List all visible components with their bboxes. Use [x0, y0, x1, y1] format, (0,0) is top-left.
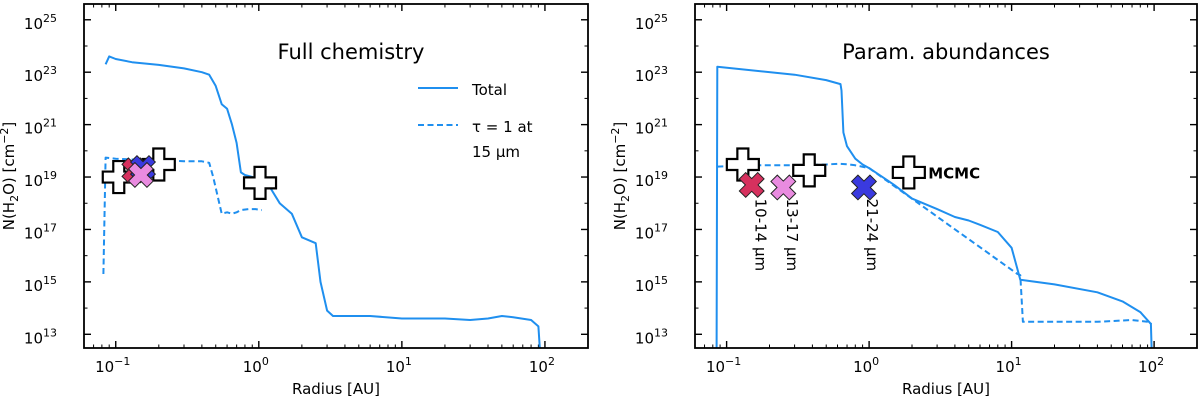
mcmc-cross-3-marker	[891, 155, 926, 190]
series-total-line	[715, 65, 1153, 348]
y-axis-label: N(H2O) [cm−2]	[0, 122, 21, 231]
y-tick-label: 1019	[635, 169, 668, 190]
x-tick-label: 101	[386, 355, 412, 376]
legend-label: 15 μm	[472, 143, 520, 161]
x-10-14-marker	[738, 171, 765, 199]
x-tick-label: 102	[529, 355, 555, 376]
y-tick-label: 1015	[24, 274, 57, 295]
mcmc-cross-2-marker	[792, 153, 827, 188]
x-21-24-marker	[850, 174, 878, 201]
x-tick-label: 10−1	[706, 355, 741, 376]
label-13-17: 13-17 μm	[783, 199, 801, 272]
y-tick-label: 1017	[635, 221, 668, 242]
x-13-17-marker	[770, 174, 797, 201]
x-axis-label: Radius [AU]	[902, 380, 990, 398]
y-axis-label: N(H2O) [cm−2]	[609, 122, 632, 231]
x-tick-label: 100	[853, 355, 879, 376]
x-tick-label: 101	[996, 355, 1022, 376]
x-tick-label: 100	[243, 355, 269, 376]
y-tick-label: 1021	[24, 117, 57, 138]
panel-title: Full chemistry	[278, 40, 425, 64]
y-tick-label: 1023	[635, 64, 668, 85]
x-tick-label: 102	[1138, 355, 1164, 376]
x-axis-label: Radius [AU]	[292, 380, 380, 398]
y-tick-label: 1021	[635, 117, 668, 138]
x-13-17-marker	[127, 161, 155, 189]
series-total-line	[104, 55, 541, 348]
legend-label: Total	[471, 81, 507, 99]
y-tick-label: 1025	[635, 12, 668, 33]
label-21-24: 21-24 μm	[863, 199, 881, 272]
x-tick-label: 10−1	[95, 355, 130, 376]
legend: Total τ = 1 at 15 μm	[418, 81, 533, 161]
mcmc-cross-3-marker	[242, 165, 278, 200]
plot-frame	[83, 3, 589, 349]
mcmc-cross-1-marker	[101, 159, 136, 195]
label-10-14: 10-14 μm	[752, 199, 770, 272]
panel-2: 10−1 100 101 102 1013 1015 1017 1019 1021 1023 102…	[609, 3, 1198, 398]
y-tick-label: 1023	[24, 64, 57, 85]
y-tick-label: 1015	[635, 274, 668, 295]
series-tau-line	[717, 162, 1153, 325]
y-tick-label: 1013	[24, 326, 57, 347]
panel-1: 10−1 100 101 102 1013 1015 1017 1019 1021 1023 102…	[0, 3, 589, 398]
legend-label: τ = 1 at	[472, 118, 533, 136]
plot-frame	[694, 3, 1198, 349]
panel-title: Param. abundances	[842, 40, 1050, 64]
mcmc-label: MCMC	[928, 164, 980, 182]
y-tick-label: 1013	[635, 326, 668, 347]
mcmc-cross-2-marker	[141, 147, 176, 182]
y-tick-label: 1019	[24, 169, 57, 190]
y-tick-label: 1017	[24, 221, 57, 242]
y-tick-label: 1025	[24, 12, 57, 33]
